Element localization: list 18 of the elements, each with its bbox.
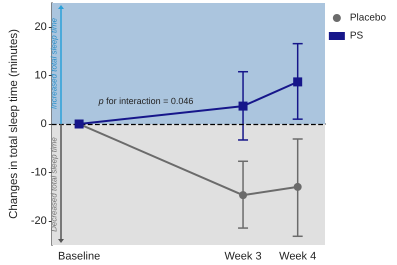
y-tick-label: -10 [30,166,47,178]
annotation: p for interaction = 0.046 [98,96,194,106]
x-tick-label: Week 4 [279,250,316,262]
y-axis-title: Changes in total sleep time (minutes) [8,28,20,219]
point [239,191,248,200]
y-tick-label: -20 [30,214,47,227]
x-tick-label: Week 3 [224,250,262,262]
band-label: Decreased total sleep time [50,136,58,232]
y-tick-label: 10 [34,70,47,82]
point [294,182,302,191]
point [293,77,302,86]
legend-label: Placebo [350,12,386,24]
x-tick-label: Baseline [58,250,100,262]
y-tick-label: 0 [40,118,47,130]
y-tick-label: 20 [34,21,47,34]
point [238,102,248,111]
band-label: Increased total sleep time [50,17,58,110]
legend-label: PS [350,30,364,42]
